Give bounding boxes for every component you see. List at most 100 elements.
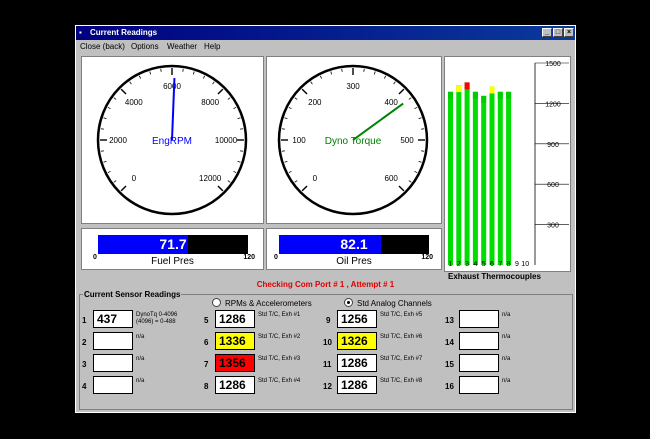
radio-rpm-dot[interactable] — [212, 298, 221, 307]
sensor-value-field[interactable] — [93, 354, 133, 372]
exhaust-channel-label: 7 — [498, 261, 502, 268]
sensor-value-field[interactable]: 1286 — [337, 376, 377, 394]
gauge-tick — [212, 81, 215, 85]
gauge-tick-label: 2000 — [109, 136, 127, 145]
fuel-pres-value: 71.7 — [159, 236, 187, 252]
sensor-number: 6 — [204, 338, 209, 347]
gauge-tick — [103, 117, 107, 120]
gauge-tick — [373, 71, 376, 75]
gauge-label: EngRPM — [152, 136, 192, 147]
fuel-pres-readout: 71.7 0 120 Fuel Pres — [81, 228, 264, 270]
gauge-tick-label: 500 — [400, 136, 414, 145]
gauge-tick-label: 8000 — [201, 98, 219, 107]
gauge-tick-label: 300 — [346, 82, 360, 91]
sensor-number: 7 — [204, 360, 209, 369]
gauge-tick — [294, 97, 298, 100]
sensor-description: n/a — [502, 356, 511, 362]
gauge-tick — [301, 88, 308, 95]
gauge-tick — [129, 81, 132, 85]
sensor-2: 2 n/a — [82, 332, 186, 354]
sensor-value-field[interactable]: 1256 — [337, 310, 377, 328]
menu-weather[interactable]: Weather — [167, 42, 198, 51]
fuel-pres-max: 120 — [243, 254, 255, 261]
sensor-value-field[interactable]: 1286 — [337, 354, 377, 372]
sensor-number: 14 — [445, 338, 454, 347]
gauge-tick — [120, 185, 127, 192]
exhaust-bar — [472, 91, 478, 265]
sensor-number: 8 — [204, 382, 209, 391]
sensor-value-field[interactable]: 437 — [93, 310, 133, 328]
gauge-tick — [237, 117, 241, 120]
sensor-value-field[interactable] — [459, 376, 499, 394]
gauge-tick — [107, 170, 111, 174]
radio-analog-dot[interactable] — [344, 298, 353, 307]
gauge-tick — [414, 170, 418, 174]
sensor-description: Std T/C, Exh #7 — [380, 356, 423, 362]
gauge-tick-label: 600 — [385, 174, 399, 183]
sensor-number: 1 — [82, 316, 87, 325]
gauge-tick — [408, 97, 412, 100]
sensor-value-field[interactable]: 1336 — [215, 332, 255, 350]
sensor-13: 13 n/a — [445, 310, 552, 332]
sensor-9: 9 1256 Std T/C, Exh #5 — [326, 310, 430, 332]
exhaust-bar-cap — [506, 91, 512, 99]
sensor-number: 10 — [323, 338, 332, 347]
maximize-button[interactable]: □ — [553, 28, 563, 37]
minimize-button[interactable]: _ — [542, 28, 552, 37]
exhaust-y-tick: 300 — [547, 223, 559, 230]
gauge-tick — [217, 88, 224, 95]
exhaust-channel-label: 4 — [473, 261, 477, 268]
gauge-tick — [301, 185, 308, 192]
menu-options[interactable]: Options — [131, 42, 159, 51]
gauge-tick-label: 100 — [292, 136, 306, 145]
sensor-value-field[interactable] — [459, 310, 499, 328]
fuel-pres-bar: 71.7 — [98, 235, 248, 254]
rpm-gauge-panel: 0 2000 4000 6000 8000 10000 12000 EngRPM — [81, 56, 264, 224]
sensor-value-field[interactable]: 1286 — [215, 376, 255, 394]
sensor-8: 8 1286 Std T/C, Exh #4 — [204, 376, 308, 398]
sensor-value-field[interactable] — [93, 332, 133, 350]
sensor-description: DynoTq 0-4096 (4096) = 0-488 — [136, 312, 178, 325]
gauge-tick — [294, 180, 298, 183]
title-bar[interactable]: ▪ Current Readings _ □ × — [76, 26, 575, 40]
radio-analog-label: Std Analog Channels — [357, 299, 432, 308]
sensor-value-field[interactable] — [459, 354, 499, 372]
fuel-pres-fill — [98, 235, 188, 254]
sensor-description: Std T/C, Exh #4 — [258, 378, 301, 384]
radio-std-analog[interactable]: Std Analog Channels — [344, 298, 432, 309]
exhaust-y-tick: 900 — [547, 142, 559, 149]
com-port-status: Checking Com Port # 1 , Attempt # 1 — [256, 280, 395, 289]
exhaust-channel-label: 5 — [482, 261, 486, 268]
menu-close-back[interactable]: Close (back) — [80, 42, 125, 51]
gauge-tick — [414, 106, 418, 110]
exhaust-bar — [497, 91, 503, 265]
sensor-value-field[interactable] — [459, 332, 499, 350]
exhaust-bar-cap — [472, 91, 478, 99]
menu-bar: Close (back) Options Weather Help — [76, 40, 575, 53]
sensor-value-field[interactable]: 1326 — [337, 332, 377, 350]
sensor-description: n/a — [502, 334, 511, 340]
sensor-description: Std T/C, Exh #5 — [380, 312, 423, 318]
gauge-tick — [288, 170, 292, 174]
gauge-tick — [288, 106, 292, 110]
sensor-value-field[interactable]: 1286 — [215, 310, 255, 328]
sensor-description: Std T/C, Exh #1 — [258, 312, 301, 318]
gauge-tick — [233, 106, 237, 110]
exhaust-bar-cap — [489, 86, 495, 94]
sensor-value-field[interactable] — [93, 376, 133, 394]
exhaust-bar — [481, 95, 487, 265]
gauge-label: Dyno Torque — [325, 136, 382, 147]
oil-pres-fill — [279, 235, 381, 254]
radio-rpm-accelerometers[interactable]: RPMs & Accelerometers — [212, 298, 312, 309]
gauge-tick — [103, 160, 107, 163]
close-button[interactable]: × — [564, 28, 574, 37]
exhaust-channel-label: 3 — [465, 261, 469, 268]
exhaust-channel-label: 2 — [457, 261, 461, 268]
sensor-description: n/a — [502, 312, 511, 318]
sensor-15: 15 n/a — [445, 354, 552, 376]
sensor-value-field[interactable]: 1356 — [215, 354, 255, 372]
menu-help[interactable]: Help — [204, 42, 221, 51]
oil-pres-readout: 82.1 0 120 Oil Pres — [266, 228, 442, 270]
exhaust-bar — [464, 82, 470, 265]
sensor-11: 11 1286 Std T/C, Exh #7 — [323, 354, 430, 376]
